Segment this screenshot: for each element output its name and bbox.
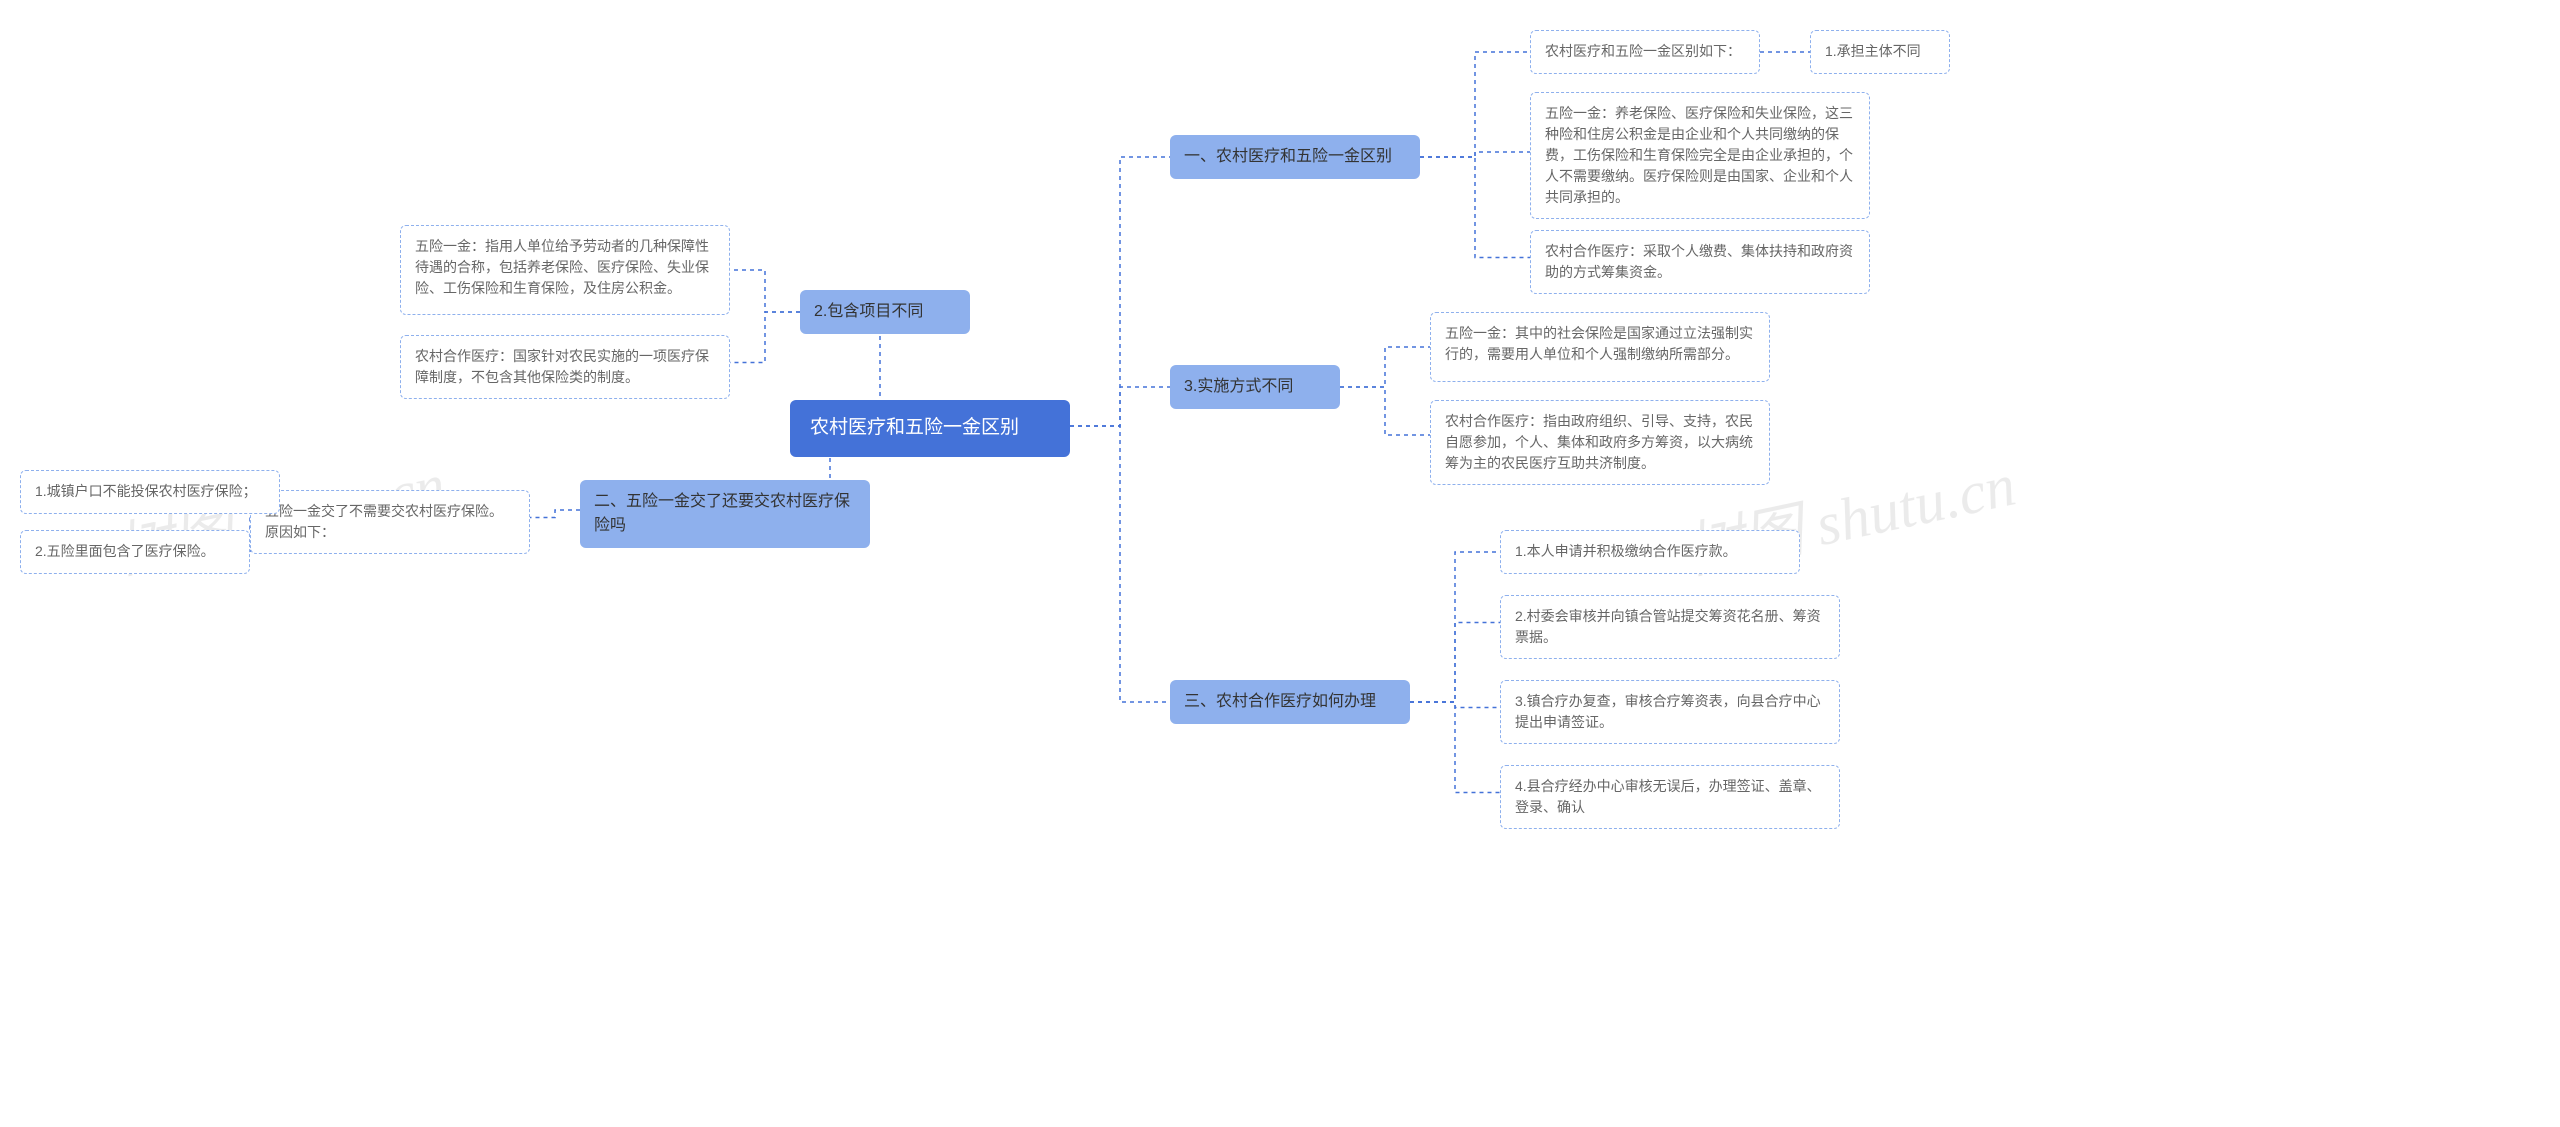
leaf-l2a: 五险一金：指用人单位给予劳动者的几种保障性待遇的合称，包括养老保险、医疗保险、失… bbox=[400, 225, 730, 315]
branch-howto[interactable]: 三、农村合作医疗如何办理 bbox=[1170, 680, 1410, 724]
leaf-r4d: 4.县合疗经办中心审核无误后，办理签证、盖章、登录、确认 bbox=[1500, 765, 1840, 829]
leaf-r4b: 2.村委会审核并向镇合管站提交筹资花名册、筹资票据。 bbox=[1500, 595, 1840, 659]
branch-need-pay[interactable]: 二、五险一金交了还要交农村医疗保险吗 bbox=[580, 480, 870, 548]
leaf-l5a2: 2.五险里面包含了医疗保险。 bbox=[20, 530, 250, 574]
leaf-l2b: 农村合作医疗：国家针对农民实施的一项医疗保障制度，不包含其他保险类的制度。 bbox=[400, 335, 730, 399]
leaf-r4a: 1.本人申请并积极缴纳合作医疗款。 bbox=[1500, 530, 1800, 574]
leaf-l5a: 五险一金交了不需要交农村医疗保险。原因如下： bbox=[250, 490, 530, 554]
leaf-r3b: 农村合作医疗：指由政府组织、引导、支持，农民自愿参加，个人、集体和政府多方筹资，… bbox=[1430, 400, 1770, 485]
branch-implementation[interactable]: 3.实施方式不同 bbox=[1170, 365, 1340, 409]
leaf-r1a: 农村医疗和五险一金区别如下： bbox=[1530, 30, 1760, 74]
leaf-r1a2: 1.承担主体不同 bbox=[1810, 30, 1950, 74]
leaf-r1c: 农村合作医疗：采取个人缴费、集体扶持和政府资助的方式筹集资金。 bbox=[1530, 230, 1870, 294]
branch-difference[interactable]: 一、农村医疗和五险一金区别 bbox=[1170, 135, 1420, 179]
leaf-r1b: 五险一金：养老保险、医疗保险和失业保险，这三种险和住房公积金是由企业和个人共同缴… bbox=[1530, 92, 1870, 219]
branch-items-diff[interactable]: 2.包含项目不同 bbox=[800, 290, 970, 334]
leaf-r4c: 3.镇合疗办复查，审核合疗筹资表，向县合疗中心提出申请签证。 bbox=[1500, 680, 1840, 744]
root-node[interactable]: 农村医疗和五险一金区别 bbox=[790, 400, 1070, 457]
leaf-l5a1: 1.城镇户口不能投保农村医疗保险； bbox=[20, 470, 280, 514]
leaf-r3a: 五险一金：其中的社会保险是国家通过立法强制实行的，需要用人单位和个人强制缴纳所需… bbox=[1430, 312, 1770, 382]
